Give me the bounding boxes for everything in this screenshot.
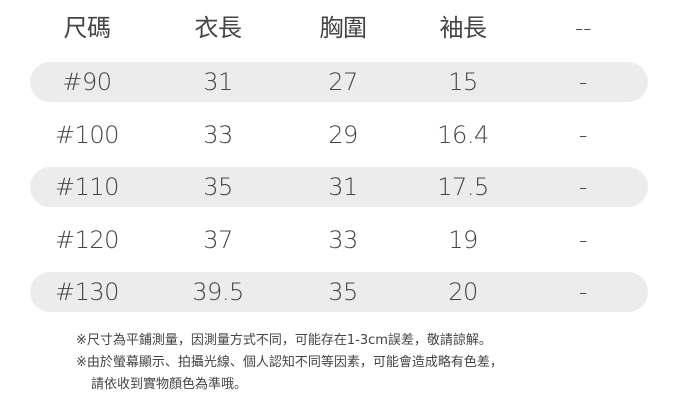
cell-size: #120: [55, 226, 119, 254]
notes: ※尺寸為平鋪測量，因測量方式不同，可能存在1-3cm誤差，敬請諒解。 ※由於螢幕…: [76, 330, 503, 396]
table-row: #90 31 27 15 -: [30, 62, 648, 102]
cell-length: 31: [203, 68, 233, 96]
cell-chest: 33: [328, 226, 358, 254]
note-measurement: ※尺寸為平鋪測量，因測量方式不同，可能存在1-3cm誤差，敬請諒解。: [76, 333, 492, 348]
cell-extra: -: [578, 121, 588, 149]
cell-size: #90: [62, 68, 112, 96]
cell-extra: -: [578, 278, 588, 306]
cell-sleeve: 20: [448, 278, 478, 306]
cell-size: #110: [55, 173, 119, 201]
header-chest: 胸圍: [319, 14, 368, 42]
cell-sleeve: 17.5: [437, 173, 489, 201]
table-row: #110 35 31 17.5 -: [30, 167, 648, 207]
cell-length: 39.5: [192, 278, 244, 306]
cell-chest: 29: [328, 121, 358, 149]
table-row: #130 39.5 35 20 -: [30, 272, 648, 312]
header-length: 衣長: [194, 14, 243, 42]
cell-sleeve: 16.4: [437, 121, 489, 149]
cell-chest: 35: [328, 278, 358, 306]
cell-extra: -: [578, 173, 588, 201]
header-extra: --: [574, 14, 592, 42]
cell-length: 37: [203, 226, 233, 254]
table-row: #120 37 33 19 -: [30, 220, 648, 260]
cell-chest: 27: [328, 68, 358, 96]
cell-length: 33: [203, 121, 233, 149]
cell-chest: 31: [328, 173, 358, 201]
cell-length: 35: [203, 173, 233, 201]
cell-sleeve: 15: [448, 68, 478, 96]
cell-size: #130: [55, 278, 119, 306]
table-row: #100 33 29 16.4 -: [30, 115, 648, 155]
table-header: 尺碼 衣長 胸圍 袖長 --: [30, 8, 648, 48]
header-size: 尺碼: [63, 14, 112, 42]
cell-size: #100: [55, 121, 119, 149]
note-color-continued: 請依收到實物顏色為準哦。: [91, 377, 248, 392]
note-color: ※由於螢幕顯示、拍攝光線、個人認知不同等因素，可能會造成略有色差，: [76, 355, 503, 370]
cell-extra: -: [578, 226, 588, 254]
cell-extra: -: [578, 68, 588, 96]
cell-sleeve: 19: [448, 226, 478, 254]
header-sleeve: 袖長: [439, 14, 488, 42]
